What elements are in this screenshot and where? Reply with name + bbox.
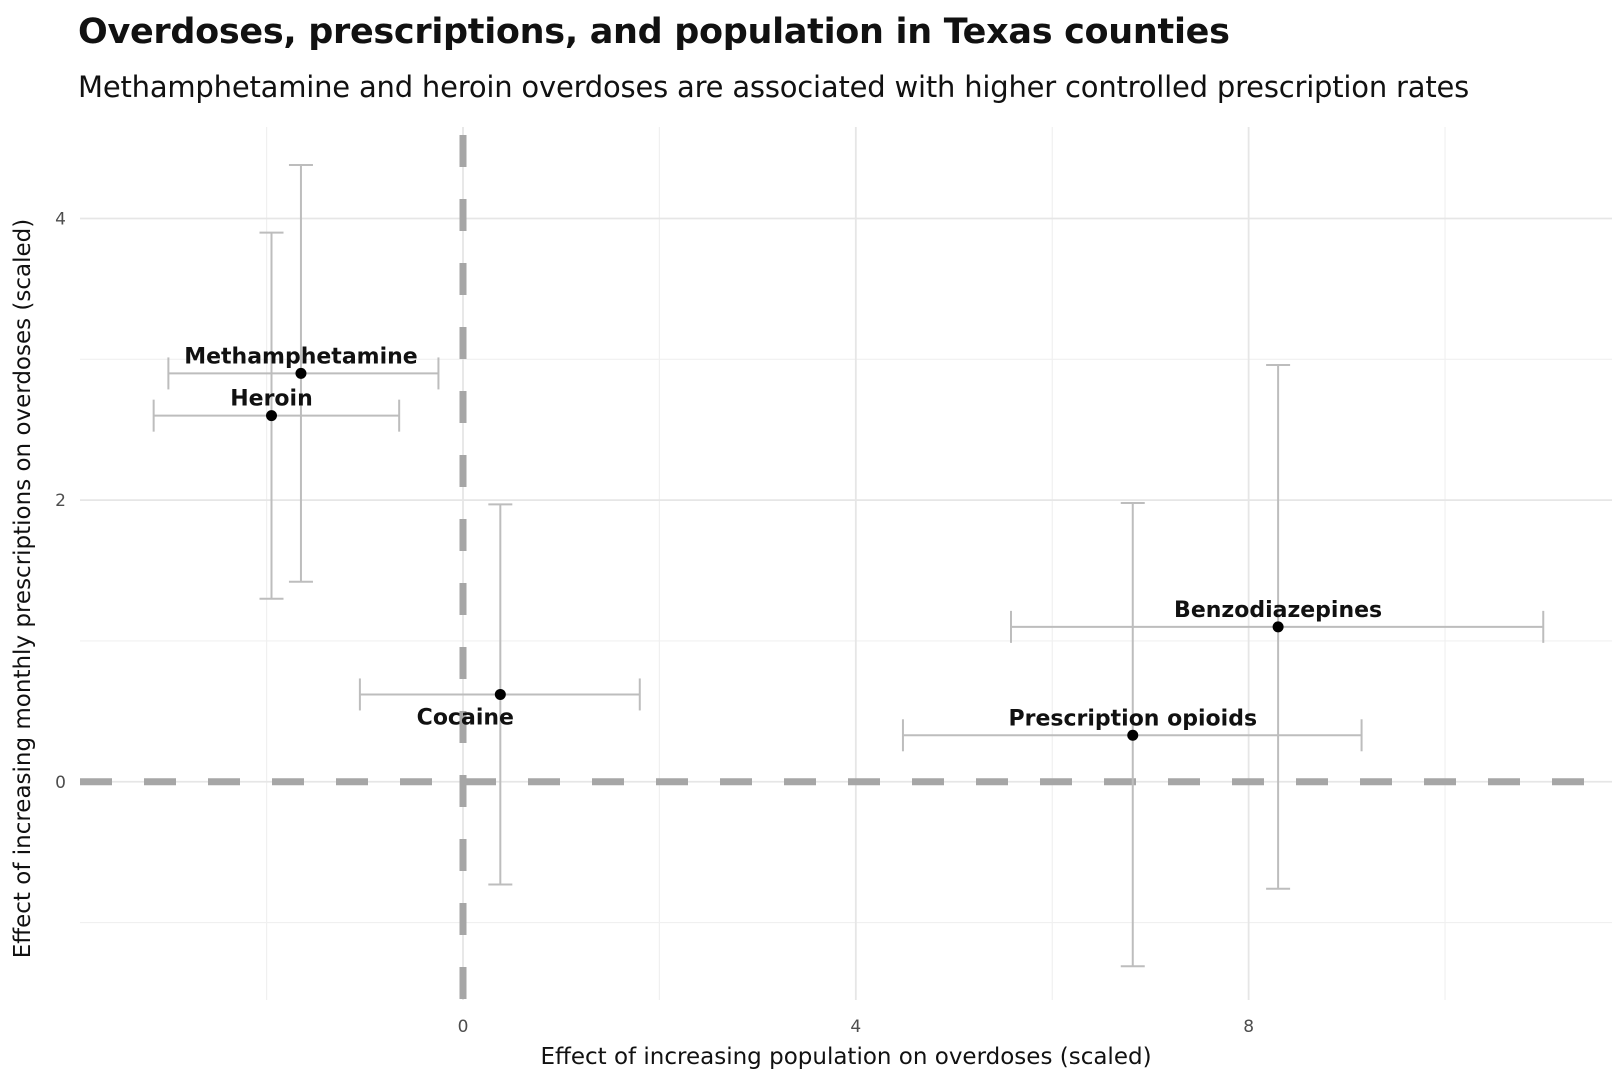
error-bars bbox=[152, 164, 1545, 968]
point-labels: Methamphetamine Heroin Cocaine Benzodiazepi… bbox=[184, 344, 1382, 731]
y-tick-label: 2 bbox=[55, 491, 66, 511]
point-label: Prescription opioids bbox=[1008, 706, 1257, 731]
data-points bbox=[266, 367, 1284, 741]
y-tick-label: 0 bbox=[55, 773, 66, 793]
x-axis-label: Effect of increasing population on overd… bbox=[540, 1044, 1151, 1070]
tick-labels: 0 4 8 0 2 4 bbox=[55, 210, 1254, 1037]
data-point bbox=[266, 410, 277, 422]
x-tick-label: 8 bbox=[1243, 1017, 1254, 1037]
data-point bbox=[1272, 621, 1284, 633]
chart-title: Overdoses, prescriptions, and population… bbox=[78, 12, 1230, 52]
chart-subtitle: Methamphetamine and heroin overdoses are… bbox=[78, 70, 1470, 104]
x-tick-label: 4 bbox=[850, 1017, 861, 1037]
y-axis-label: Effect of increasing monthly prescriptio… bbox=[10, 219, 36, 959]
point-label: Heroin bbox=[230, 387, 313, 412]
data-point bbox=[494, 688, 506, 700]
data-point bbox=[1127, 729, 1139, 741]
y-tick-label: 4 bbox=[55, 210, 66, 230]
point-label: Methamphetamine bbox=[184, 344, 418, 369]
grid-lines bbox=[80, 127, 1612, 1000]
point-label: Benzodiazepines bbox=[1174, 598, 1382, 623]
reference-lines bbox=[80, 135, 1612, 1000]
data-point bbox=[295, 367, 307, 379]
x-tick-label: 0 bbox=[458, 1017, 469, 1037]
point-label: Cocaine bbox=[417, 705, 514, 730]
